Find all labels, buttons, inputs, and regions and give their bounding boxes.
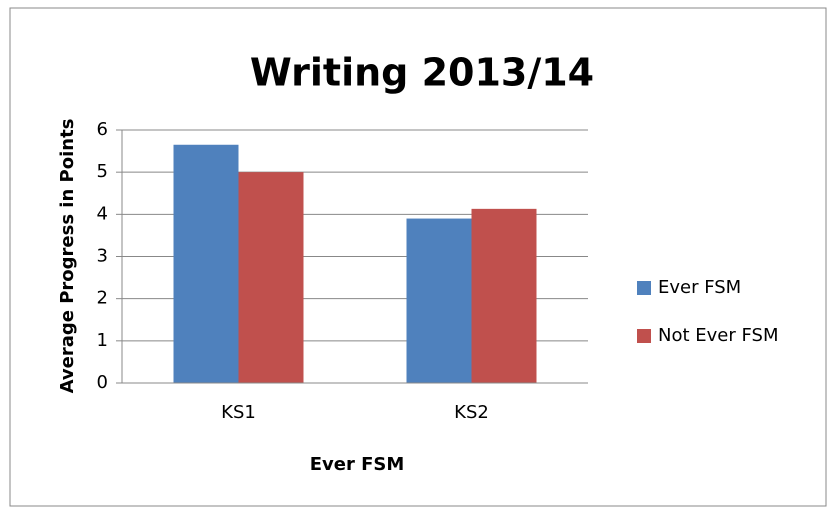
y-tick-label: 5 bbox=[97, 161, 108, 182]
legend-label: Not Ever FSM bbox=[658, 325, 778, 346]
y-tick-label: 2 bbox=[97, 288, 108, 309]
legend-label: Ever FSM bbox=[658, 277, 741, 298]
y-tick-label: 4 bbox=[97, 203, 108, 224]
legend-swatch bbox=[637, 329, 651, 343]
bar bbox=[406, 218, 472, 383]
y-axis-label: Average Progress in Points bbox=[57, 119, 78, 394]
bar bbox=[238, 172, 304, 383]
y-tick-label: 3 bbox=[97, 246, 108, 267]
x-tick-label: KS2 bbox=[454, 402, 489, 423]
legend-swatch bbox=[637, 281, 651, 295]
x-tick-label: KS1 bbox=[221, 402, 256, 423]
bar bbox=[471, 208, 537, 383]
chart-title: Writing 2013/14 bbox=[250, 51, 594, 95]
x-axis-label: Ever FSM bbox=[310, 454, 405, 475]
y-tick-label: 1 bbox=[97, 330, 108, 351]
y-tick-label: 6 bbox=[97, 119, 108, 140]
bar bbox=[173, 144, 239, 383]
y-tick-label: 0 bbox=[97, 372, 108, 393]
